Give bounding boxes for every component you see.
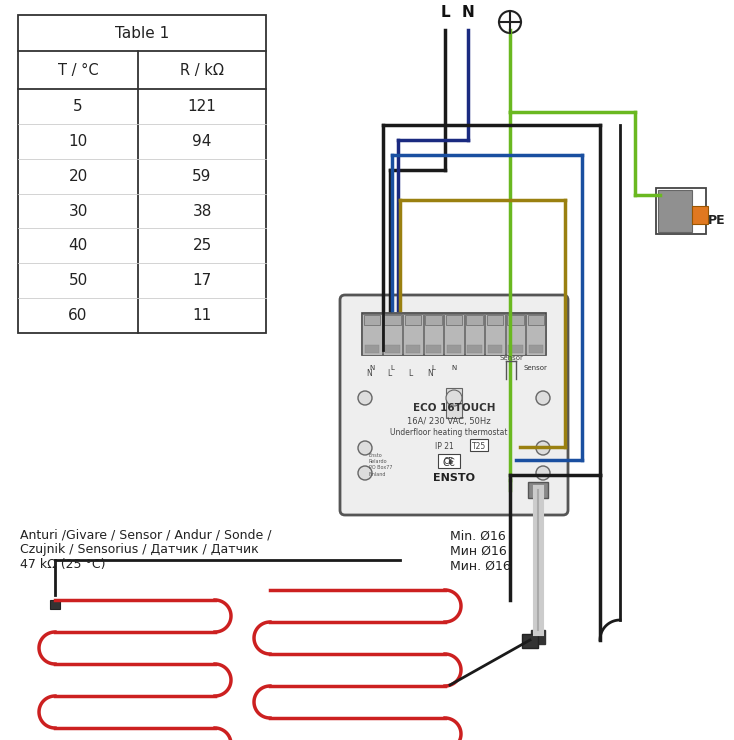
Text: 16A/ 230 VAC, 50Hz: 16A/ 230 VAC, 50Hz — [407, 417, 491, 425]
Bar — [406, 345, 421, 353]
Bar — [506, 314, 525, 354]
Text: N: N — [462, 5, 474, 20]
Bar — [531, 630, 545, 644]
Bar — [526, 314, 545, 354]
Text: N: N — [366, 369, 372, 377]
Text: CE: CE — [444, 457, 454, 465]
Text: Мин Ø16: Мин Ø16 — [450, 545, 506, 558]
Circle shape — [358, 466, 372, 480]
Text: 5: 5 — [73, 99, 83, 114]
Bar — [468, 345, 482, 353]
Text: 10: 10 — [68, 134, 87, 149]
Bar — [508, 345, 523, 353]
Bar — [466, 315, 483, 325]
Text: PE: PE — [708, 214, 726, 226]
Text: Min. Ø16: Min. Ø16 — [450, 530, 506, 543]
Bar — [385, 345, 400, 353]
Text: Sensor: Sensor — [524, 365, 548, 371]
Circle shape — [358, 441, 372, 455]
Text: C€: C€ — [443, 458, 455, 468]
Bar — [18, 15, 266, 333]
Bar — [50, 600, 60, 609]
Bar — [424, 314, 443, 354]
Text: L: L — [390, 365, 395, 371]
Circle shape — [536, 441, 550, 455]
Circle shape — [536, 466, 550, 480]
Text: 25: 25 — [192, 238, 211, 253]
Bar — [425, 315, 442, 325]
Bar — [447, 345, 461, 353]
Bar — [485, 314, 504, 354]
Text: 47 kΩ (25 °C): 47 kΩ (25 °C) — [20, 558, 106, 571]
Bar — [487, 345, 502, 353]
Circle shape — [446, 390, 462, 406]
Text: Sensor: Sensor — [499, 355, 523, 361]
Text: L: L — [388, 369, 391, 377]
Circle shape — [358, 391, 372, 405]
Text: IP 21: IP 21 — [435, 442, 454, 451]
Text: L: L — [408, 369, 412, 377]
Bar — [365, 345, 379, 353]
Bar — [438, 454, 460, 468]
Text: 38: 38 — [192, 204, 211, 218]
FancyBboxPatch shape — [340, 295, 568, 515]
Text: Underfloor heating thermostat: Underfloor heating thermostat — [390, 428, 508, 437]
Text: 94: 94 — [192, 134, 211, 149]
Bar — [528, 345, 543, 353]
Text: 20: 20 — [68, 169, 87, 184]
Text: 11: 11 — [192, 308, 211, 323]
Text: 30: 30 — [68, 204, 87, 218]
Text: ECO 16TOUCH: ECO 16TOUCH — [413, 403, 495, 413]
Text: 40: 40 — [68, 238, 87, 253]
Bar — [446, 388, 462, 418]
Bar — [692, 206, 708, 224]
Text: Czujnik / Sensorius / Датчик / Датчик: Czujnik / Sensorius / Датчик / Датчик — [20, 543, 259, 556]
Circle shape — [536, 391, 550, 405]
Text: T25: T25 — [472, 442, 486, 451]
Text: N: N — [451, 365, 457, 371]
Text: Ensto
Relardo
PO Box77
Finland: Ensto Relardo PO Box77 Finland — [369, 453, 393, 477]
Text: L: L — [440, 5, 450, 20]
Text: ENSTO: ENSTO — [433, 473, 475, 483]
Text: T / °C: T / °C — [58, 62, 98, 78]
Bar — [385, 315, 401, 325]
Bar — [426, 345, 441, 353]
Bar — [446, 315, 462, 325]
Bar — [528, 482, 548, 498]
Bar — [487, 315, 503, 325]
Text: 50: 50 — [68, 273, 87, 288]
Text: 60: 60 — [68, 308, 87, 323]
Text: L: L — [432, 365, 435, 371]
Bar — [470, 439, 488, 451]
Bar — [404, 314, 423, 354]
Text: N: N — [427, 369, 433, 377]
Bar — [383, 314, 402, 354]
Bar — [522, 634, 538, 648]
Text: Мин. Ø16: Мин. Ø16 — [450, 560, 511, 573]
Text: Anturi /Givare / Sensor / Andur / Sonde /: Anturi /Givare / Sensor / Andur / Sonde … — [20, 528, 272, 541]
Bar — [528, 315, 544, 325]
Bar — [507, 315, 523, 325]
Bar — [363, 314, 382, 354]
Bar — [362, 313, 546, 355]
Text: 59: 59 — [192, 169, 211, 184]
Bar — [364, 315, 380, 325]
Bar — [444, 314, 464, 354]
Bar — [405, 315, 421, 325]
Bar — [465, 314, 484, 354]
Text: 17: 17 — [192, 273, 211, 288]
Text: Table 1: Table 1 — [115, 25, 169, 41]
Bar — [656, 188, 706, 234]
Bar — [658, 190, 692, 232]
Text: N: N — [370, 365, 375, 371]
Circle shape — [499, 11, 521, 33]
Text: R / kΩ: R / kΩ — [180, 62, 224, 78]
Text: 121: 121 — [188, 99, 217, 114]
